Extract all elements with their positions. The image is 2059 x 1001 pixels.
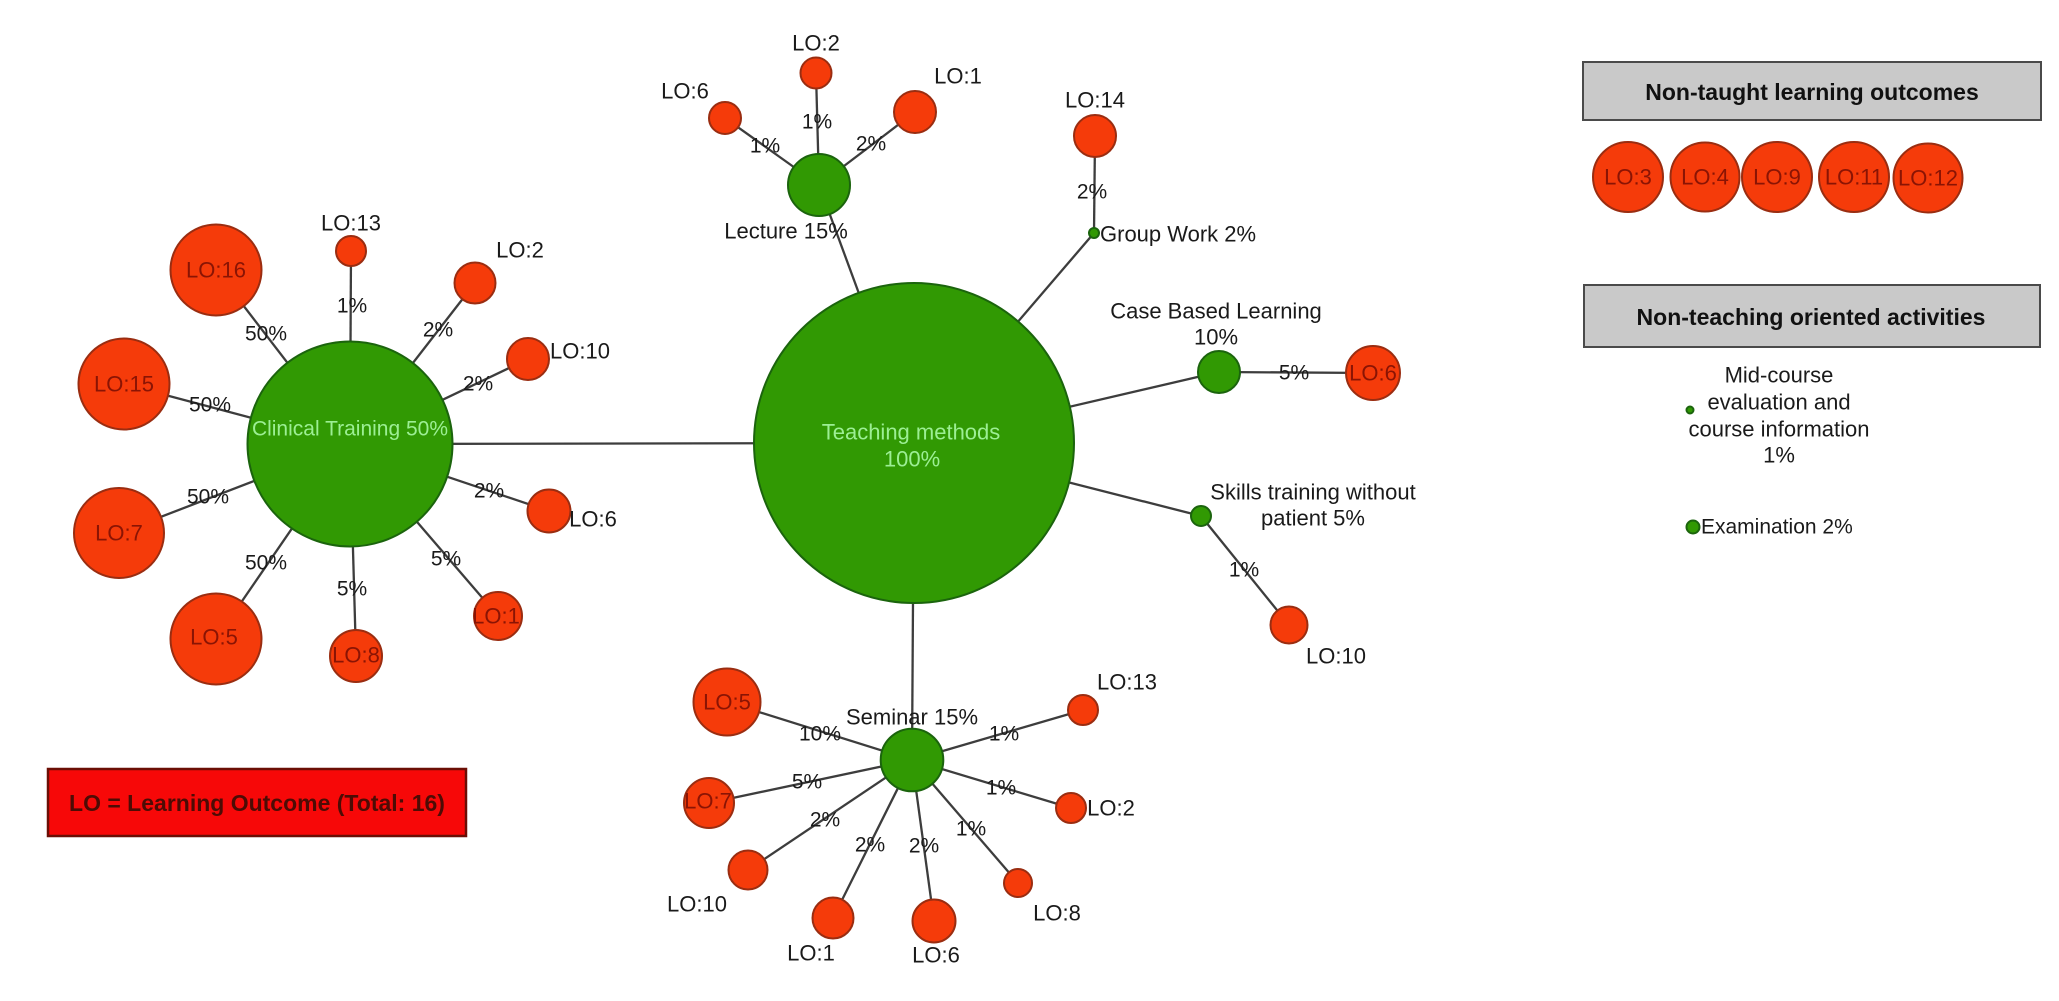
svg-text:LO:2: LO:2 (1087, 796, 1135, 821)
svg-text:LO:7: LO:7 (95, 521, 143, 546)
svg-text:Teaching methods: Teaching methods (822, 420, 1001, 445)
svg-text:LO:6: LO:6 (569, 507, 617, 532)
svg-text:2%: 2% (423, 319, 453, 342)
svg-text:1%: 1% (989, 723, 1019, 746)
svg-text:Clinical Training 50%: Clinical Training 50% (252, 418, 448, 441)
svg-text:LO:6: LO:6 (1349, 361, 1397, 386)
svg-text:5%: 5% (431, 548, 461, 571)
svg-text:2%: 2% (463, 373, 493, 396)
svg-text:LO:15: LO:15 (94, 372, 154, 397)
svg-text:50%: 50% (189, 394, 231, 417)
svg-text:5%: 5% (1279, 362, 1309, 385)
svg-text:LO:1: LO:1 (472, 604, 520, 629)
svg-text:LO:12: LO:12 (1898, 166, 1958, 191)
svg-text:LO:9: LO:9 (1753, 165, 1801, 190)
svg-text:course information: course information (1689, 417, 1870, 442)
svg-text:LO:2: LO:2 (792, 31, 840, 56)
svg-text:LO:10: LO:10 (667, 892, 727, 917)
svg-text:LO:3: LO:3 (1604, 165, 1652, 190)
svg-text:Non-taught learning outcomes: Non-taught learning outcomes (1645, 79, 1979, 105)
svg-text:LO:2: LO:2 (496, 238, 544, 263)
svg-text:evaluation and: evaluation and (1707, 390, 1850, 415)
svg-text:50%: 50% (245, 323, 287, 346)
svg-text:2%: 2% (855, 834, 885, 857)
svg-text:50%: 50% (245, 552, 287, 575)
svg-text:Lecture 15%: Lecture 15% (724, 219, 848, 244)
svg-text:LO:6: LO:6 (661, 79, 709, 104)
svg-text:1%: 1% (750, 135, 780, 158)
svg-text:LO:16: LO:16 (186, 258, 246, 283)
svg-text:Case Based Learning: Case Based Learning (1110, 299, 1322, 324)
svg-text:Mid-course: Mid-course (1725, 363, 1834, 388)
svg-text:LO:5: LO:5 (190, 625, 238, 650)
svg-text:2%: 2% (856, 133, 886, 156)
svg-text:LO:13: LO:13 (1097, 670, 1157, 695)
svg-text:LO:1: LO:1 (787, 941, 835, 966)
svg-text:1%: 1% (1763, 443, 1795, 468)
svg-text:5%: 5% (792, 771, 822, 794)
svg-text:1%: 1% (1229, 559, 1259, 582)
svg-text:Non-teaching oriented activiti: Non-teaching oriented activities (1637, 304, 1986, 330)
svg-text:2%: 2% (1077, 181, 1107, 204)
svg-text:LO:1: LO:1 (934, 64, 982, 89)
svg-text:2%: 2% (474, 480, 504, 503)
svg-text:1%: 1% (337, 295, 367, 318)
svg-text:LO:11: LO:11 (1825, 165, 1883, 190)
svg-text:LO:5: LO:5 (703, 690, 751, 715)
svg-text:1%: 1% (956, 818, 986, 841)
svg-text:LO:13: LO:13 (321, 211, 381, 236)
svg-text:10%: 10% (1194, 325, 1238, 350)
svg-text:LO:6: LO:6 (912, 943, 960, 968)
svg-text:2%: 2% (810, 809, 840, 832)
svg-text:LO:7: LO:7 (684, 789, 732, 814)
svg-text:LO:8: LO:8 (332, 643, 380, 668)
svg-text:1%: 1% (986, 777, 1016, 800)
svg-text:LO:10: LO:10 (1306, 644, 1366, 669)
svg-text:patient 5%: patient 5% (1261, 506, 1365, 531)
svg-text:10%: 10% (799, 723, 841, 746)
svg-text:LO:14: LO:14 (1065, 88, 1125, 113)
svg-text:LO:8: LO:8 (1033, 901, 1081, 926)
svg-text:Skills training without: Skills training without (1210, 480, 1415, 505)
svg-text:1%: 1% (802, 111, 832, 134)
svg-text:Group Work 2%: Group Work 2% (1100, 222, 1256, 247)
svg-text:LO:10: LO:10 (550, 339, 610, 364)
svg-text:Seminar 15%: Seminar 15% (846, 705, 978, 730)
svg-text:5%: 5% (337, 578, 367, 601)
svg-text:Examination 2%: Examination 2% (1701, 516, 1853, 539)
svg-text:50%: 50% (187, 486, 229, 509)
svg-text:2%: 2% (909, 835, 939, 858)
svg-text:100%: 100% (884, 447, 940, 472)
svg-text:LO:4: LO:4 (1681, 165, 1729, 190)
svg-text:LO = Learning Outcome (Total:: LO = Learning Outcome (Total: 16) (69, 790, 445, 816)
